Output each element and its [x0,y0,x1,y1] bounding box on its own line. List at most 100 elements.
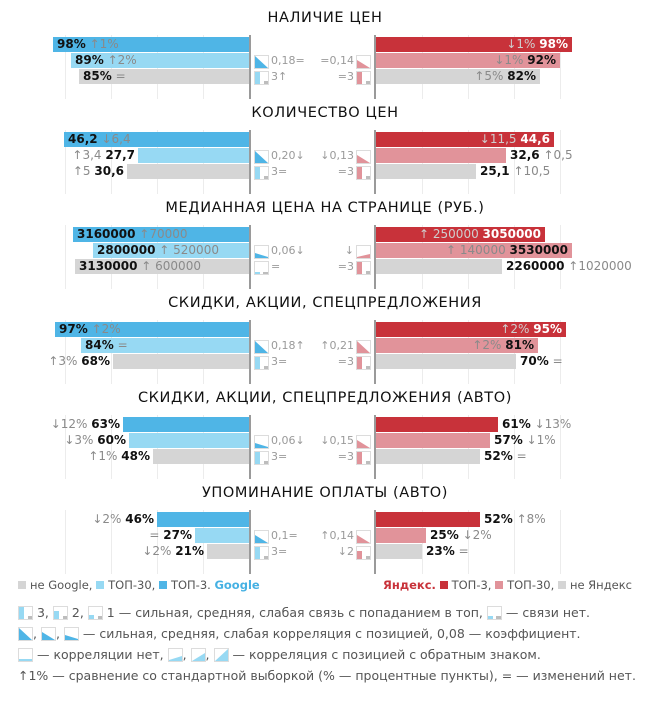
bar-change: ↑1% [88,449,118,463]
yandex-correlation-value: ↓ [344,244,354,257]
yandex-axis [374,225,376,289]
google-link-value: 3= [271,355,288,368]
bar-change: ↓13% [534,417,572,431]
medium-correlation-icon [356,149,371,164]
google-bar-label: 97% ↑2% [59,322,121,337]
google-bar-label: 3130000 ↑ 600000 [79,259,201,274]
google-link-value: = [271,260,281,273]
bar-change: = [115,69,126,83]
google-bar [75,259,249,274]
yandex-bar [376,338,538,353]
yandex-axis [374,35,376,99]
gridline [111,510,112,574]
yandex-bar [376,354,516,369]
bar-value: 60% [97,433,126,447]
note-text: 3, [36,605,49,620]
note-text: — связи нет. [505,605,590,620]
legend-swatch-yandex-top3 [439,581,448,589]
google-axis [249,35,251,99]
bar-change: ↑2% [500,322,530,336]
gridline [65,415,66,479]
yandex-bar-label: 57% ↓1% [494,433,556,448]
yandex-bar [376,544,422,559]
yandex-link-value: ↓2 [337,545,354,558]
google-bar-label: 85% = [83,69,126,84]
strong-link-icon [356,165,371,180]
yandex-bar-label: 23% = [426,544,469,559]
yandex-bar [376,243,572,258]
bar-change: ↑3% [48,354,78,368]
google-bar [53,37,249,52]
google-correlation-value: 0,18= [271,54,305,67]
google-bar [127,164,249,179]
legend-label: ТОП-3, [451,578,492,592]
gridline [514,415,515,479]
bar-value: 48% [121,449,150,463]
yandex-bar-label: ↓11,5 44,6 [480,132,550,147]
bar-value: 32,6 [510,148,540,162]
no-link-icon [254,260,269,275]
google-bar-label: ↓2% 46% [92,512,154,527]
note-text: 2, [71,605,84,620]
google-bar [207,544,249,559]
yandex-bar-label: ↑5% 82% [474,69,536,84]
bar-value: 46% [125,512,154,526]
google-bar-label: 98% ↑1% [57,37,119,52]
bar-value: 52% [484,512,513,526]
google-axis [249,130,251,194]
bar-value: 98% [57,37,86,51]
note-text: — сильная, средняя, слабая корреляция с … [82,626,581,641]
google-bar-label: = 27% [149,528,192,543]
bar-value: 27% [163,528,192,542]
bar-change: = [458,544,469,558]
yandex-bar [376,417,498,432]
bar-value: 70% [520,354,549,368]
yandex-bar [376,164,476,179]
bar-value: 21% [175,544,204,558]
legend-label: не Google, [30,578,93,592]
reverse-strong-correlation-icon [213,648,229,662]
medium-link-icon [356,545,371,560]
bar-change: ↑0,5 [543,148,573,162]
strong-link-icon [254,450,269,465]
yandex-bar [376,259,502,274]
bar-change: ↑5% [474,69,504,83]
bar-change: ↑1020000 [568,259,632,273]
bar-change: ↑3,4 [72,148,102,162]
note-link-strength: 3, 2, 1 — сильная, средняя, слабая связь… [18,603,590,623]
google-correlation-value: 0,20↓ [271,149,305,162]
google-correlation-value: 0,06↓ [271,434,305,447]
legend-yandex: Яндекс. ТОП-3, ТОП-30, не Яндекс [383,578,632,592]
yandex-bar [376,322,566,337]
gridline [560,130,561,194]
note-text: , [205,647,210,662]
google-link-value: 3↑ [271,70,288,83]
bar-value: 3530000 [509,243,568,257]
yandex-axis [374,130,376,194]
bar-change: ↑2% [91,322,121,336]
strong-link-icon [254,165,269,180]
panel-title: НАЛИЧИЕ ЦЕН [267,10,383,26]
bar-value: 23% [426,544,455,558]
panel-title: КОЛИЧЕСТВО ЦЕН [251,105,399,121]
bar-change: ↑ 600000 [141,259,201,273]
google-bar-label: 89% ↑2% [75,53,137,68]
reverse-weak-correlation-icon [167,648,183,662]
panel-title: УПОМИНАНИЕ ОПЛАТЫ (АВТО) [201,485,449,501]
reverse-weak-correlation-icon [356,244,371,259]
bar-change: ↓1% [506,37,536,51]
legend-label: ТОП-30, [108,578,156,592]
yandex-bar-label: 2260000 ↑1020000 [506,259,632,274]
yandex-bar [376,148,506,163]
bar-value: 3050000 [482,227,541,241]
yandex-bar [376,53,560,68]
note-text: — корреляция с позицией с обратным знако… [232,647,541,662]
yandex-brand-label: Яндекс. [383,578,436,592]
panel-title: СКИДКИ, АКЦИИ, СПЕЦПРЕДЛОЖЕНИЯ (АВТО) [137,390,513,406]
yandex-correlation-value: =0,14 [320,54,354,67]
bar-change: ↑8% [516,512,546,526]
legend-label: ТОП-3. [170,578,211,592]
no-correlation-icon [18,648,33,662]
strong-correlation-icon [254,339,269,354]
gridline [65,35,66,99]
